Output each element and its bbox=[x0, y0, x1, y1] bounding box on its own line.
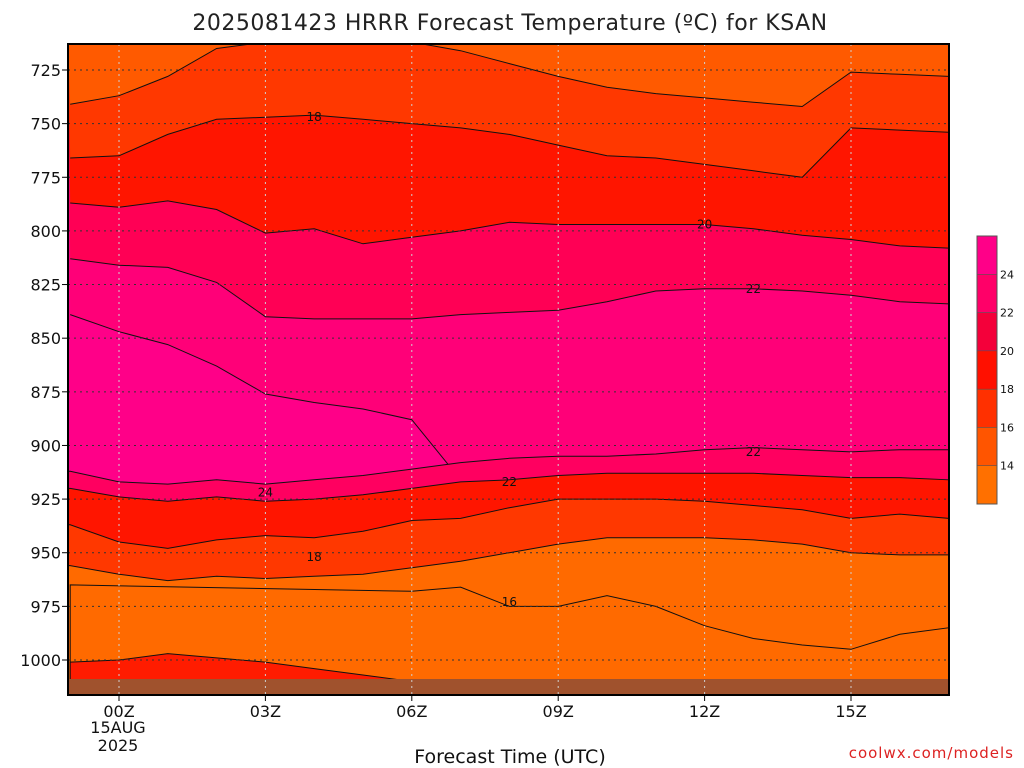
x-tick-label: 00Z bbox=[103, 702, 134, 721]
x-date-year: 2025 bbox=[98, 736, 139, 755]
y-tick-label: 925 bbox=[30, 490, 61, 509]
x-axis-label: Forecast Time (UTC) bbox=[414, 746, 605, 768]
contour-label: 18 bbox=[307, 110, 322, 124]
x-tick-label: 15Z bbox=[835, 702, 866, 721]
colorbar-label: 22 bbox=[1000, 307, 1014, 320]
contour-line-20 bbox=[70, 200, 949, 249]
colorbar-label: 18 bbox=[1000, 383, 1014, 396]
colorbar-segment bbox=[977, 236, 997, 275]
y-tick-label: 900 bbox=[30, 436, 61, 455]
chart-title: 2025081423 HRRR Forecast Temperature (ºC… bbox=[192, 11, 827, 36]
colorbar: 14 16 18 20 22 24 bbox=[976, 235, 1014, 505]
y-tick-label: 850 bbox=[30, 329, 61, 348]
y-tick-label: 800 bbox=[30, 222, 61, 241]
contour-label: 22 bbox=[746, 445, 761, 459]
colorbar-segment bbox=[977, 427, 997, 466]
y-tick-label: 775 bbox=[30, 168, 61, 187]
terrain-rect bbox=[68, 679, 949, 695]
x-date-day: 15AUG bbox=[90, 718, 145, 737]
contour-label: 22 bbox=[746, 282, 761, 296]
temperature-band-16 bbox=[68, 44, 949, 107]
x-axis: 00Z 03Z 06Z 09Z 12Z 15Z bbox=[103, 695, 867, 721]
contour-line-18 bbox=[70, 114, 949, 178]
y-tick-label: 975 bbox=[30, 597, 61, 616]
x-tick-label: 12Z bbox=[689, 702, 720, 721]
colorbar-label: 20 bbox=[1000, 345, 1014, 358]
contour-label: 24 bbox=[258, 486, 273, 500]
y-tick-label: 825 bbox=[30, 276, 61, 295]
y-tick-label: 875 bbox=[30, 383, 61, 402]
terrain-fill bbox=[68, 679, 949, 695]
grid-lines bbox=[68, 44, 949, 695]
colorbar-label: 14 bbox=[1000, 460, 1014, 473]
colorbar-label: 16 bbox=[1000, 421, 1014, 434]
x-tick-label: 09Z bbox=[543, 702, 574, 721]
colorbar-segment bbox=[977, 389, 997, 428]
y-tick-label: 1000 bbox=[20, 651, 61, 670]
contour-label: 18 bbox=[307, 550, 322, 564]
colorbar-segment bbox=[977, 465, 997, 504]
x-tick-label: 06Z bbox=[396, 702, 427, 721]
y-tick-label: 725 bbox=[30, 61, 61, 80]
y-tick-label: 950 bbox=[30, 544, 61, 563]
colorbar-frame bbox=[976, 235, 998, 505]
y-tick-label: 750 bbox=[30, 115, 61, 134]
colorbar-segment bbox=[977, 274, 997, 313]
contour-label: 22 bbox=[502, 475, 517, 489]
credit-text: coolwx.com/models bbox=[849, 744, 1014, 762]
contour-line-22 bbox=[70, 258, 949, 320]
colorbar-segment bbox=[977, 312, 997, 351]
colorbar-segment bbox=[977, 350, 997, 390]
colorbar-label: 24 bbox=[1000, 268, 1014, 281]
plot-frame bbox=[67, 43, 950, 696]
contour-line-16 bbox=[70, 44, 949, 108]
y-axis: 725 750 775 800 825 850 875 900 925 950 975 1000 bbox=[20, 61, 68, 670]
contour-label: 16 bbox=[502, 595, 517, 609]
x-tick-label: 03Z bbox=[250, 702, 281, 721]
